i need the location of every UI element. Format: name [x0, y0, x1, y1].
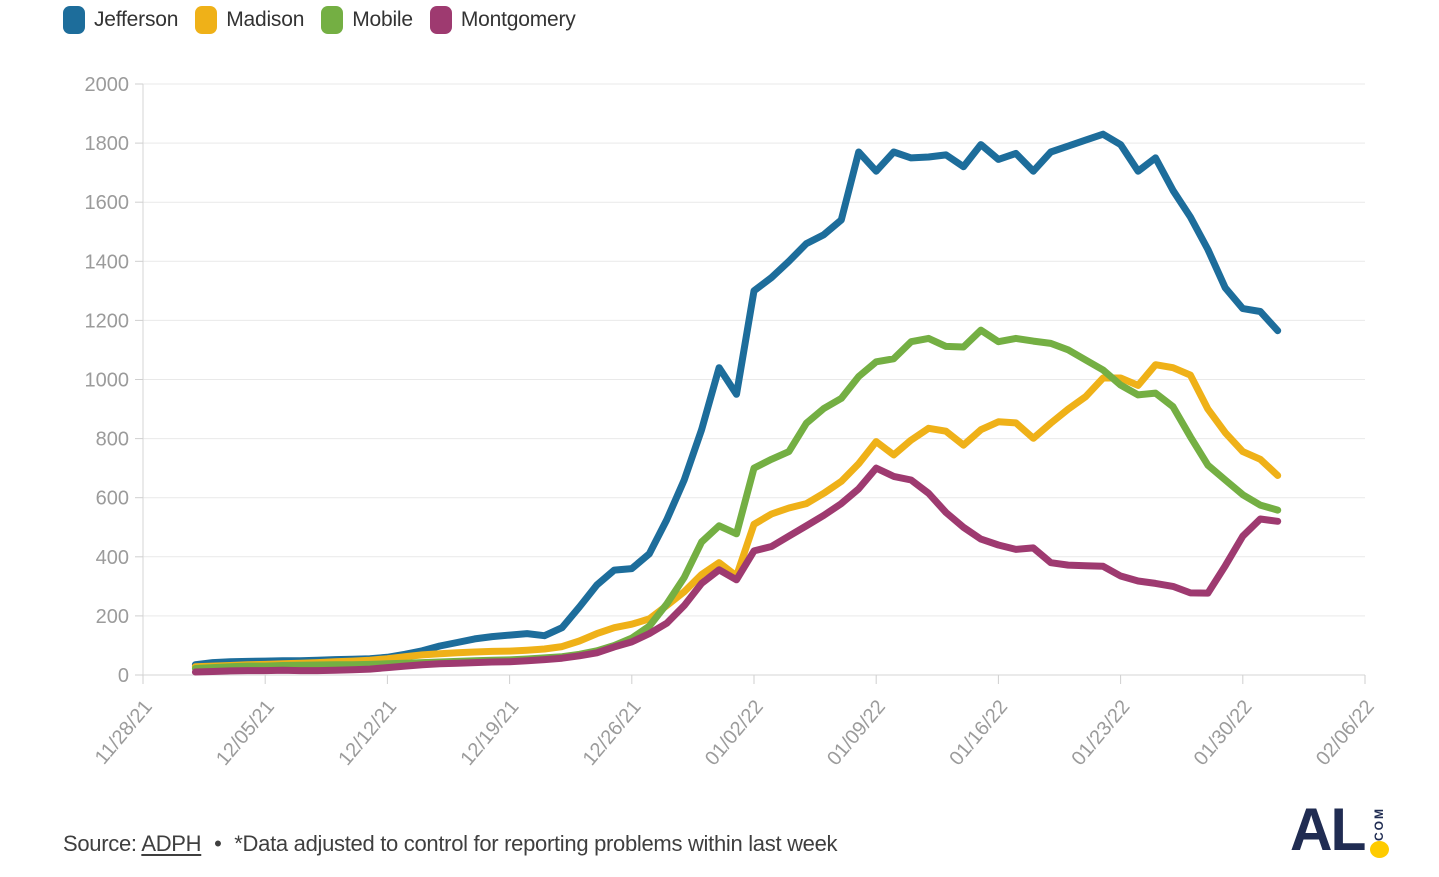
- x-tick-label: 01/09/22: [823, 696, 890, 770]
- legend-label: Montgomery: [460, 8, 576, 31]
- x-tick-label: 12/05/21: [212, 696, 279, 770]
- logo-com-text: COM: [1372, 807, 1387, 841]
- y-tick-label: 0: [118, 665, 129, 687]
- legend-swatch-montgomery: [429, 6, 452, 34]
- alcom-logo: AL COM: [1290, 796, 1389, 863]
- legend-item-madison: Madison: [195, 6, 304, 34]
- y-tick-label: 200: [96, 606, 129, 628]
- x-tick-label: 11/28/21: [91, 696, 157, 769]
- legend-label: Mobile: [352, 8, 413, 31]
- x-tick-label: 01/16/22: [945, 696, 1012, 770]
- line-montgomery: [191, 464, 1282, 676]
- legend-swatch-madison: [195, 6, 218, 34]
- line-mobile: [191, 326, 1282, 672]
- x-tick-label: 01/23/22: [1068, 696, 1135, 770]
- x-tick-label: 01/02/22: [701, 696, 768, 770]
- source-note: *Data adjusted to control for reporting …: [234, 831, 838, 856]
- legend-swatch-jefferson: [63, 6, 85, 34]
- line-madison: [191, 361, 1282, 671]
- source-link-adph[interactable]: ADPH: [141, 831, 202, 856]
- y-tick-label: 1400: [85, 251, 130, 273]
- x-tick-label: 12/26/21: [579, 696, 646, 770]
- y-tick-label: 1200: [85, 310, 130, 332]
- x-tick-label: 01/30/22: [1190, 696, 1257, 770]
- y-tick-label: 800: [96, 429, 129, 451]
- y-tick-label: 2000: [85, 74, 130, 96]
- legend-item-jefferson: Jefferson: [63, 6, 178, 34]
- y-tick-label: 1600: [85, 192, 130, 214]
- y-tick-label: 400: [96, 547, 129, 569]
- legend-label: Madison: [226, 8, 305, 31]
- line-jefferson: [191, 130, 1282, 669]
- legend-item-mobile: Mobile: [321, 6, 413, 34]
- legend-swatch-mobile: [321, 6, 344, 34]
- source-line: Source: ADPH • *Data adjusted to control…: [63, 831, 838, 857]
- x-tick-label: 12/19/21: [457, 696, 524, 770]
- logo-dot-icon: [1369, 841, 1389, 858]
- logo-al-text: AL: [1290, 796, 1366, 863]
- legend: Jefferson Madison Mobile Montgomery: [63, 6, 576, 34]
- legend-item-montgomery: Montgomery: [429, 6, 576, 34]
- y-tick-label: 1800: [85, 133, 130, 155]
- x-tick-label: 12/12/21: [334, 696, 401, 770]
- logo-column: COM: [1369, 804, 1389, 860]
- y-tick-label: 1000: [85, 370, 130, 392]
- y-tick-label: 600: [96, 488, 129, 510]
- source-bullet: •: [214, 831, 222, 856]
- legend-label: Jefferson: [94, 8, 179, 31]
- source-prefix: Source:: [63, 831, 137, 856]
- x-tick-label: 02/06/22: [1312, 696, 1379, 770]
